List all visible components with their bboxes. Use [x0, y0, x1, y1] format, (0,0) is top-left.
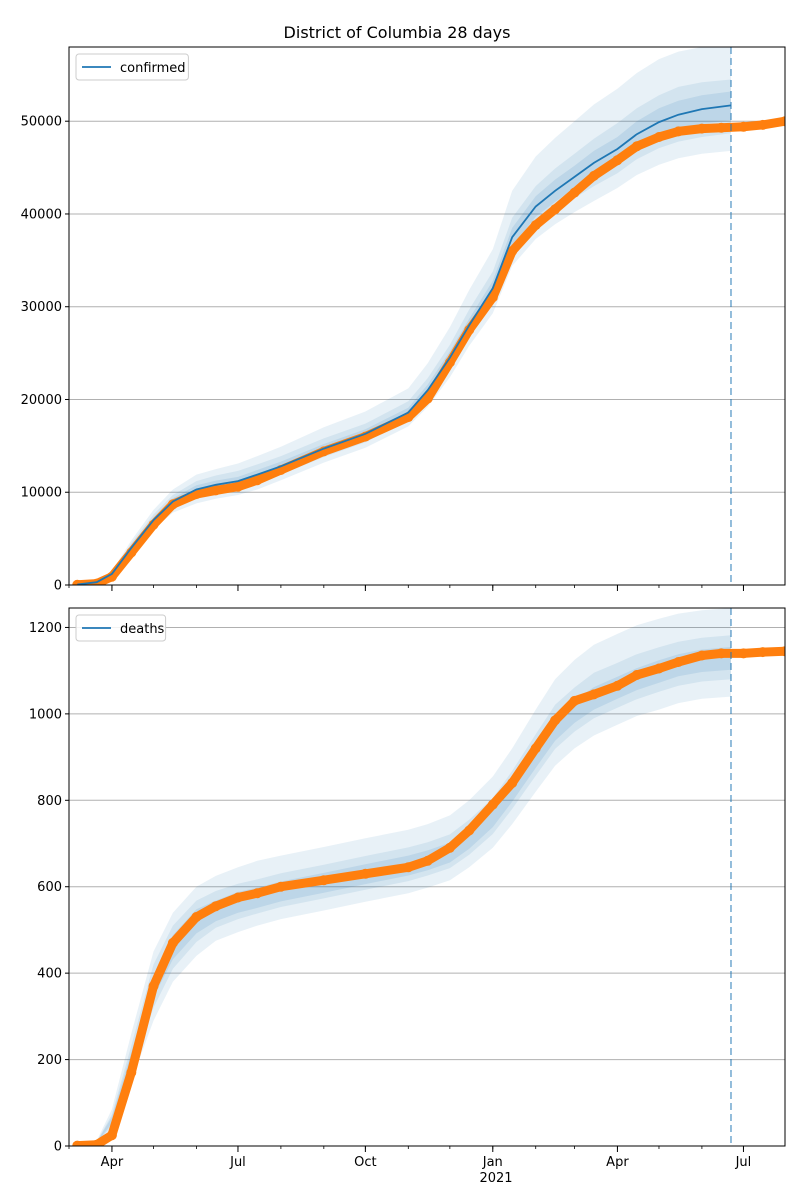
observed-point [780, 646, 785, 657]
x-tick-label: Jan [482, 1155, 503, 1170]
plot-area [72, 608, 785, 1146]
observed-point [148, 981, 159, 992]
y-axis: 0 200 400 600 800 1000 1200 [29, 621, 69, 1155]
y-tick-label: 10000 [21, 486, 62, 501]
observed-point [233, 481, 243, 492]
observed-point [106, 571, 117, 582]
observed-point [738, 121, 749, 132]
observed-point [738, 648, 749, 659]
observed-point [403, 862, 414, 873]
observed-point [464, 324, 475, 335]
legend: confirmed [75, 53, 189, 81]
observed-point [507, 778, 518, 788]
observed-point [167, 937, 178, 948]
legend-label: deaths [120, 622, 165, 637]
observed-point [716, 648, 727, 659]
observed-point [654, 132, 664, 142]
observed-point [550, 715, 561, 726]
observed-point [444, 842, 455, 853]
panel-top: 0 10000 20000 30000 40000 50000 confirmed [21, 46, 786, 594]
observed-point [252, 475, 263, 486]
observed-point [696, 650, 707, 661]
axes-frame [68, 607, 786, 1147]
observed-point [275, 881, 286, 892]
observed-point [631, 141, 642, 152]
observed-point [210, 485, 221, 496]
legend: deaths [75, 614, 167, 642]
observed-point [673, 126, 684, 137]
observed-point [422, 855, 433, 866]
observed-point [780, 116, 785, 127]
observed-point [91, 1139, 102, 1146]
observed-point [360, 868, 371, 879]
observed-point [464, 825, 475, 836]
y-tick-label: 0 [54, 579, 62, 594]
observed-point [612, 680, 623, 691]
median-line [77, 104, 732, 585]
observed-point [487, 292, 498, 303]
x-tick-label: Jul [229, 1155, 246, 1170]
observed-point [507, 246, 518, 257]
y-tick-label: 600 [37, 880, 62, 895]
uncertainty-band-outer [77, 608, 732, 1146]
observed-point [72, 1140, 83, 1146]
observed-point [252, 888, 263, 899]
observed-point [757, 647, 768, 658]
observed-point [588, 170, 599, 181]
uncertainty-band-middle [77, 635, 732, 1146]
panel-bottom: 0 200 400 600 800 1000 1200 Apr Jul Oct Jan Apr Jul d… [29, 607, 786, 1170]
observed-point [757, 119, 768, 130]
y-tick-label: 200 [37, 1053, 62, 1068]
observed-point [612, 155, 623, 166]
observed-point [318, 875, 329, 886]
axes-frame [68, 46, 786, 586]
observed-point [530, 743, 541, 754]
panels: 0 10000 20000 30000 40000 50000 confirmed 0 200 4… [21, 46, 786, 1170]
y-tick-label: 1200 [29, 621, 62, 636]
x-tick-label: Oct [354, 1155, 376, 1170]
observed-point [631, 670, 642, 680]
y-tick-label: 0 [54, 1140, 62, 1155]
observed-point [696, 123, 707, 134]
x-tick-label: Apr [101, 1155, 124, 1170]
observed-point [716, 122, 727, 133]
observed-point [673, 657, 684, 667]
y-tick-label: 50000 [21, 115, 62, 130]
observed-point [106, 1130, 117, 1141]
observed-point [487, 799, 498, 810]
y-axis: 0 10000 20000 30000 40000 50000 [21, 115, 69, 594]
y-tick-label: 40000 [21, 207, 62, 222]
legend-label: confirmed [120, 61, 186, 76]
x-tick-label: Apr [606, 1155, 629, 1170]
x-axis: Apr Jul Oct Jan Apr Jul [68, 1146, 752, 1170]
observed-point [167, 499, 178, 510]
y-tick-label: 400 [37, 967, 62, 982]
x-axis [68, 585, 744, 591]
legend-box [75, 53, 189, 81]
chart-title: District of Columbia 28 days [284, 23, 511, 42]
observed-point [210, 901, 221, 912]
y-tick-label: 800 [37, 794, 62, 809]
observed-point [654, 663, 664, 674]
observed-point [530, 220, 541, 231]
observed-point [126, 1067, 137, 1078]
plot-area [72, 47, 785, 585]
observed-point [569, 187, 580, 198]
observed-point [191, 912, 202, 922]
y-tick-label: 1000 [29, 707, 62, 722]
observed-point [550, 204, 561, 215]
observed-point [422, 393, 433, 404]
observed-point [233, 892, 243, 903]
observed-point [569, 695, 580, 706]
observed-point [588, 689, 599, 700]
y-tick-label: 30000 [21, 300, 62, 315]
x-tick-label: Jul [735, 1155, 752, 1170]
y-tick-label: 20000 [21, 393, 62, 408]
legend-box [75, 614, 167, 642]
x-year-label: 2021 [479, 1171, 512, 1186]
